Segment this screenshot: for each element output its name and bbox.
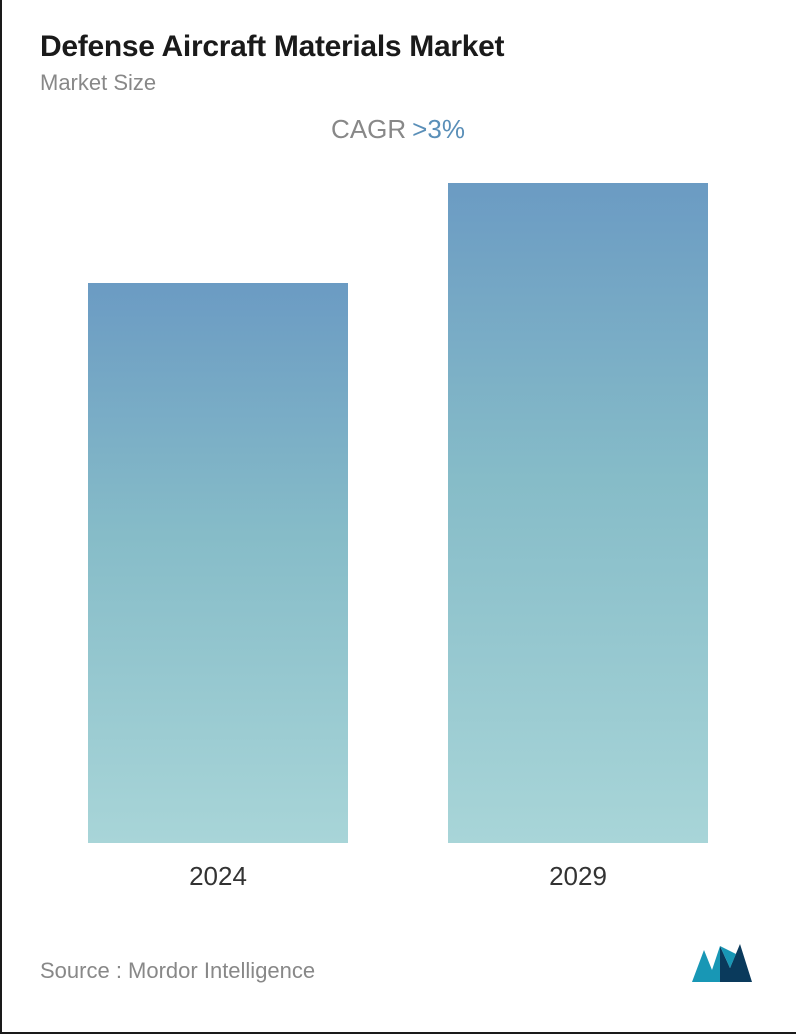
bar-chart: 2024 2029	[40, 165, 756, 912]
footer: Source : Mordor Intelligence	[40, 912, 756, 1004]
bar-group: 2024	[88, 283, 348, 892]
source-text: Source : Mordor Intelligence	[40, 958, 315, 984]
cagr-value: >3%	[412, 114, 465, 144]
border-left	[0, 0, 2, 1034]
bar-label: 2024	[189, 861, 247, 892]
bar-group: 2029	[448, 183, 708, 892]
cagr-label: CAGR	[331, 114, 406, 144]
brand-logo-icon	[690, 942, 756, 984]
bar-label: 2029	[549, 861, 607, 892]
bar-2029	[448, 183, 708, 843]
page-title: Defense Aircraft Materials Market	[40, 30, 756, 64]
page-subtitle: Market Size	[40, 70, 756, 96]
bar-2024	[88, 283, 348, 843]
chart-container: Defense Aircraft Materials Market Market…	[0, 0, 796, 1034]
cagr-row: CAGR>3%	[40, 114, 756, 145]
